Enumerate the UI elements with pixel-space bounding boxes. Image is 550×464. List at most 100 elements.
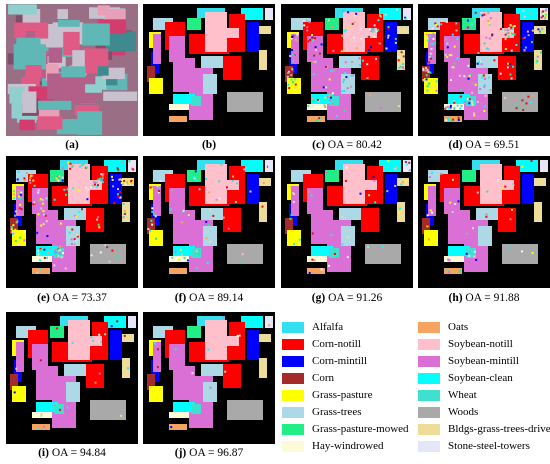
misclassified-pixel bbox=[460, 88, 463, 91]
misclassified-pixel bbox=[156, 185, 159, 187]
misclassified-pixel bbox=[56, 409, 59, 412]
misclassified-pixel bbox=[449, 107, 452, 110]
misclassified-pixel bbox=[158, 190, 161, 192]
misclassified-pixel bbox=[81, 208, 83, 211]
misclassified-pixel bbox=[76, 234, 79, 236]
misclassified-pixel bbox=[67, 161, 70, 164]
misclassified-pixel bbox=[484, 105, 486, 108]
field-soybean-notill bbox=[225, 180, 239, 190]
misclassified-pixel bbox=[98, 333, 101, 336]
caption-letter: (c) bbox=[312, 139, 325, 151]
misclassified-pixel bbox=[68, 231, 71, 234]
field-bldgs-grass-trees-drives bbox=[530, 178, 546, 186]
misclassified-pixel bbox=[344, 29, 347, 32]
misclassified-pixel bbox=[54, 247, 57, 250]
field-corn-notill bbox=[223, 56, 241, 80]
misclassified-pixel bbox=[540, 16, 543, 19]
misclassified-pixel bbox=[512, 184, 515, 186]
misclassified-pixel bbox=[37, 191, 40, 194]
image-patch bbox=[63, 31, 80, 55]
misclassified-pixel bbox=[98, 226, 101, 229]
field-corn-mintill bbox=[247, 174, 259, 204]
misclassified-pixel bbox=[535, 57, 537, 60]
misclassified-pixel bbox=[377, 28, 379, 31]
misclassified-pixel bbox=[70, 238, 73, 241]
misclassified-pixel bbox=[108, 260, 111, 263]
misclassified-pixel bbox=[290, 67, 293, 70]
misclassified-pixel bbox=[43, 213, 46, 216]
misclassified-pixel bbox=[522, 37, 525, 39]
field-grass-pasture bbox=[149, 78, 163, 94]
misclassified-pixel bbox=[446, 268, 449, 271]
misclassified-pixel bbox=[205, 237, 208, 240]
caption-oa-value: 91.26 bbox=[356, 292, 383, 304]
misclassified-pixel bbox=[508, 31, 511, 34]
misclassified-pixel bbox=[426, 68, 429, 71]
misclassified-pixel bbox=[209, 208, 212, 211]
field-soybean-mintill bbox=[291, 34, 299, 64]
misclassified-pixel bbox=[116, 255, 119, 258]
misclassified-pixel bbox=[80, 164, 83, 167]
misclassified-pixel bbox=[178, 259, 181, 262]
misclassified-pixel bbox=[149, 229, 151, 232]
misclassified-pixel bbox=[290, 37, 293, 40]
misclassified-pixel bbox=[29, 179, 31, 182]
misclassified-pixel bbox=[432, 32, 435, 35]
misclassified-pixel bbox=[485, 213, 488, 216]
caption-oa-label: OA = bbox=[51, 447, 81, 459]
misclassified-pixel bbox=[117, 168, 120, 171]
misclassified-pixel bbox=[181, 253, 184, 256]
caption-b: (b) bbox=[143, 139, 275, 151]
misclassified-pixel bbox=[69, 167, 72, 170]
misclassified-pixel bbox=[18, 207, 21, 210]
misclassified-pixel bbox=[93, 181, 96, 184]
misclassified-pixel bbox=[154, 213, 157, 216]
misclassified-pixel bbox=[241, 261, 244, 264]
field-corn bbox=[147, 218, 155, 234]
misclassified-pixel bbox=[434, 85, 437, 88]
image-patch bbox=[74, 105, 100, 116]
misclassified-pixel bbox=[13, 197, 16, 200]
misclassified-pixel bbox=[530, 160, 533, 162]
misclassified-pixel bbox=[483, 42, 486, 45]
caption-d: (d) OA = 69.51 bbox=[418, 139, 550, 151]
misclassified-pixel bbox=[111, 178, 114, 181]
image-patch bbox=[16, 37, 41, 57]
misclassified-pixel bbox=[23, 230, 26, 233]
misclassified-pixel bbox=[206, 262, 209, 264]
misclassified-pixel bbox=[511, 208, 513, 211]
misclassified-pixel bbox=[429, 71, 432, 74]
misclassified-pixel bbox=[70, 243, 73, 245]
misclassified-pixel bbox=[60, 250, 63, 253]
image-patch bbox=[103, 91, 138, 101]
legend-item-woods: Woods bbox=[418, 405, 478, 419]
misclassified-pixel bbox=[182, 210, 185, 213]
misclassified-pixel bbox=[541, 27, 544, 30]
caption-letter: (a) bbox=[65, 139, 79, 151]
field-soybean-notill bbox=[225, 28, 239, 38]
field-bldgs-grass-trees-drives bbox=[259, 358, 267, 378]
misclassified-pixel bbox=[94, 192, 97, 195]
misclassified-pixel bbox=[15, 367, 18, 370]
misclassified-pixel bbox=[449, 106, 452, 109]
field-wheat bbox=[466, 248, 476, 258]
caption-e: (e) OA = 73.37 bbox=[6, 292, 138, 304]
misclassified-pixel bbox=[326, 96, 329, 99]
misclassified-pixel bbox=[320, 268, 323, 271]
misclassified-pixel bbox=[543, 12, 546, 15]
field-soybean-notill bbox=[480, 12, 502, 52]
misclassified-pixel bbox=[499, 72, 502, 75]
misclassified-pixel bbox=[422, 79, 425, 81]
misclassified-pixel bbox=[468, 102, 471, 105]
field-grass-pasture-mowed bbox=[462, 170, 476, 182]
misclassified-pixel bbox=[523, 36, 526, 39]
misclassified-pixel bbox=[123, 334, 126, 337]
misclassified-pixel bbox=[236, 334, 239, 337]
misclassified-pixel bbox=[309, 39, 312, 42]
misclassified-pixel bbox=[122, 207, 125, 210]
misclassified-pixel bbox=[307, 104, 310, 107]
misclassified-pixel bbox=[187, 214, 190, 216]
misclassified-pixel bbox=[484, 78, 486, 80]
misclassified-pixel bbox=[507, 32, 510, 34]
misclassified-pixel bbox=[308, 272, 311, 274]
